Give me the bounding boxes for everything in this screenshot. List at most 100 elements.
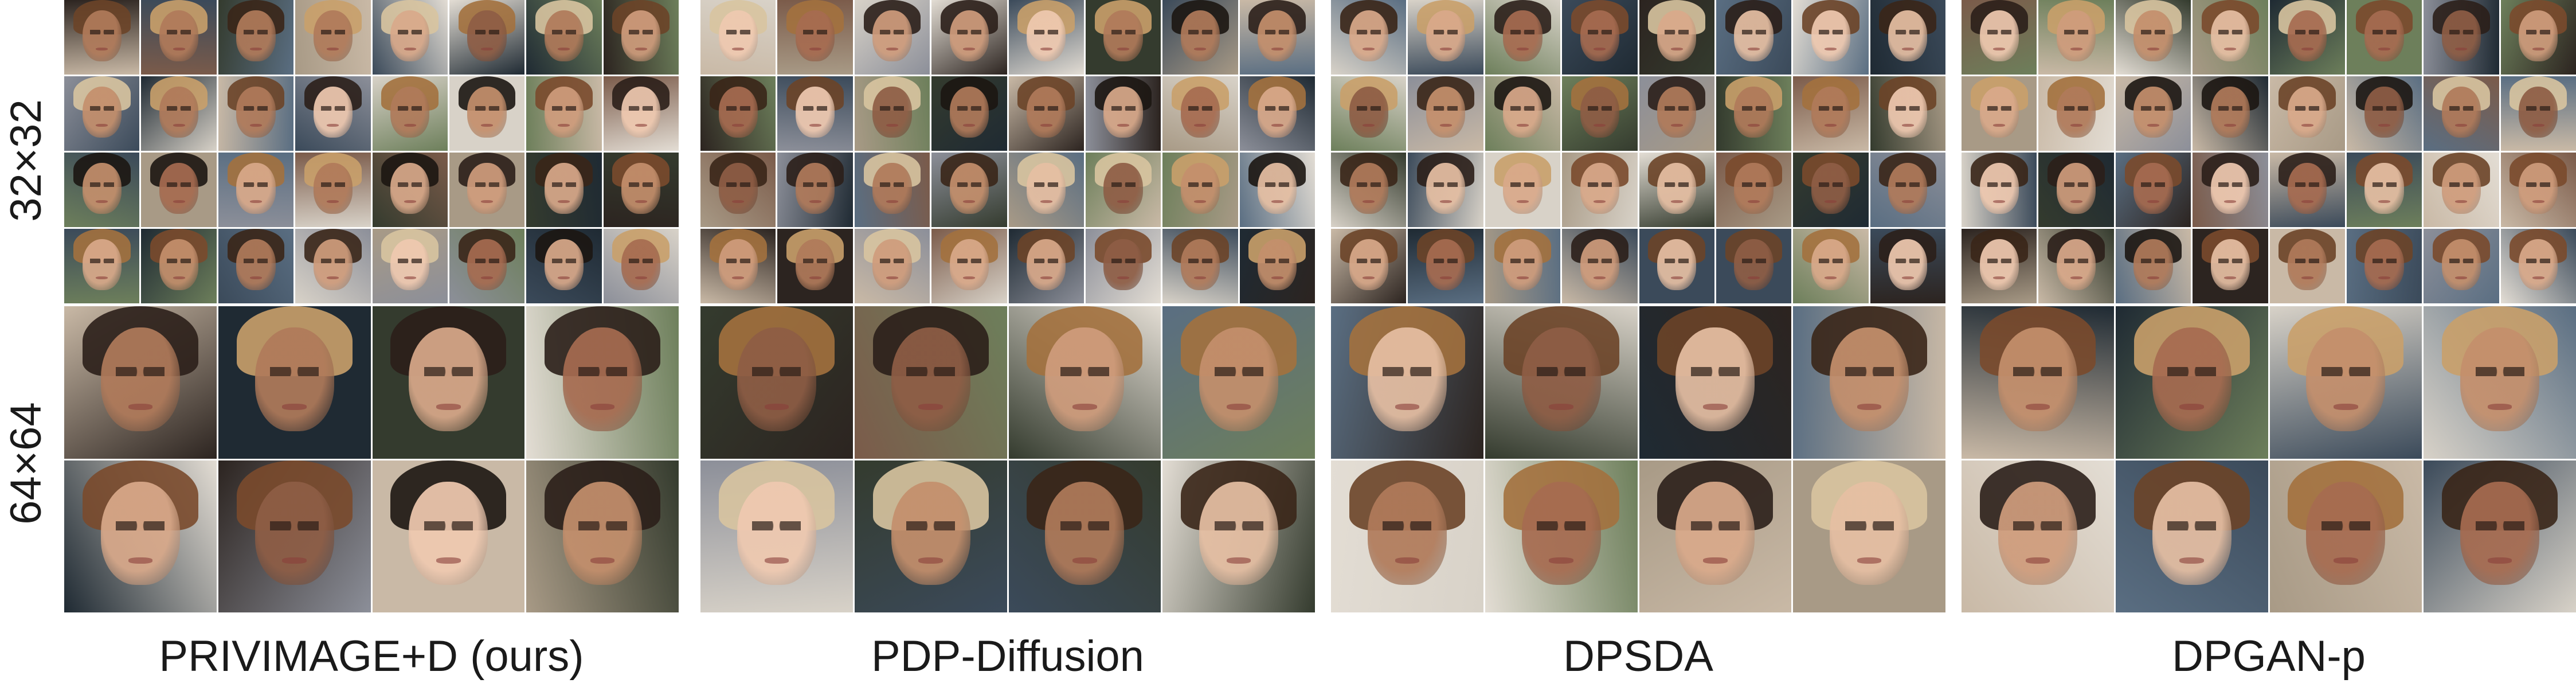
panel-pdp-diffusion [700,0,1315,612]
sample-image [700,460,853,612]
sample-image [2424,0,2499,75]
sample-image [2346,76,2422,151]
sample-image [2038,153,2114,227]
sample-image [1962,76,2037,151]
sample-image [1408,76,1483,151]
sample-image [1331,229,1407,303]
sample-image [1962,306,2114,459]
sample-image [64,460,217,612]
sample-image [2038,229,2114,303]
sample-image [1562,76,1638,151]
samples-32x32-grid [700,0,1315,303]
sample-image [603,0,679,75]
sample-image [1716,153,1792,227]
sample-image [1639,306,1792,459]
sample-image [700,229,776,303]
sample-image [2193,76,2268,151]
sample-image [2500,229,2576,303]
sample-image [1085,76,1161,151]
sample-image [2038,0,2114,75]
sample-image [526,76,602,151]
sample-image [2269,0,2345,75]
sample-image [1162,0,1238,75]
sample-image [526,460,679,612]
sample-image [2115,76,2191,151]
sample-image [1870,229,1945,303]
sample-image [2193,153,2268,227]
sample-image [1716,229,1792,303]
sample-image [526,153,602,227]
sample-image [1639,460,1792,612]
caption-dpsda: DPSDA [1563,632,1713,681]
sample-image [1793,153,1869,227]
sample-image [931,0,1007,75]
panel-privimage [64,0,679,612]
sample-image [1485,0,1561,75]
sample-image [1162,306,1315,459]
samples-32x32-grid [64,0,679,303]
sample-image [449,229,525,303]
sample-image [854,76,930,151]
sample-image [2500,76,2576,151]
sample-image [1962,460,2114,612]
sample-image [1085,0,1161,75]
sample-image [1793,306,1945,459]
sample-image [777,153,853,227]
sample-image [1162,153,1238,227]
sample-image [2424,76,2499,151]
sample-image [2269,229,2345,303]
sample-image [372,153,448,227]
sample-image [1639,0,1714,75]
sample-image [1162,460,1315,612]
caption-privimage: PRIVIMAGE+D (ours) [159,632,584,681]
sample-image [372,306,525,459]
sample-image [777,0,853,75]
sample-image [1162,76,1238,151]
samples-64x64-grid [64,306,679,612]
sample-image [2115,0,2191,75]
sample-image [2500,0,2576,75]
sample-image [2346,0,2422,75]
sample-image [218,153,294,227]
sample-image [449,0,525,75]
sample-image [931,76,1007,151]
sample-image [700,76,776,151]
sample-image [2115,229,2191,303]
sample-image [1716,76,1792,151]
sample-image [526,229,602,303]
sample-image [2269,460,2422,612]
sample-image [1085,153,1161,227]
sample-image [2424,229,2499,303]
sample-image [295,76,371,151]
sample-image [2500,153,2576,227]
sample-image [854,306,1007,459]
sample-image [1331,153,1407,227]
sample-image [1239,229,1315,303]
sample-image [64,0,140,75]
sample-image [700,0,776,75]
sample-image [603,229,679,303]
sample-image [1008,76,1084,151]
sample-image [603,153,679,227]
sample-image [449,76,525,151]
sample-image [64,306,217,459]
sample-image [1562,153,1638,227]
panel-dpgan-p [1962,0,2576,612]
sample-image [218,0,294,75]
sample-image [2269,306,2422,459]
sample-image [1870,76,1945,151]
sample-image [1331,0,1407,75]
sample-image [141,76,217,151]
sample-image [1562,229,1638,303]
sample-image [1485,76,1561,151]
sample-image [2038,76,2114,151]
sample-image [1962,153,2037,227]
sample-image [2193,229,2268,303]
sample-image [295,0,371,75]
sample-image [1639,76,1714,151]
sample-image [2346,153,2422,227]
sample-image [218,76,294,151]
samples-32x32-grid [1962,0,2576,303]
sample-image [1408,229,1483,303]
sample-image [1562,0,1638,75]
